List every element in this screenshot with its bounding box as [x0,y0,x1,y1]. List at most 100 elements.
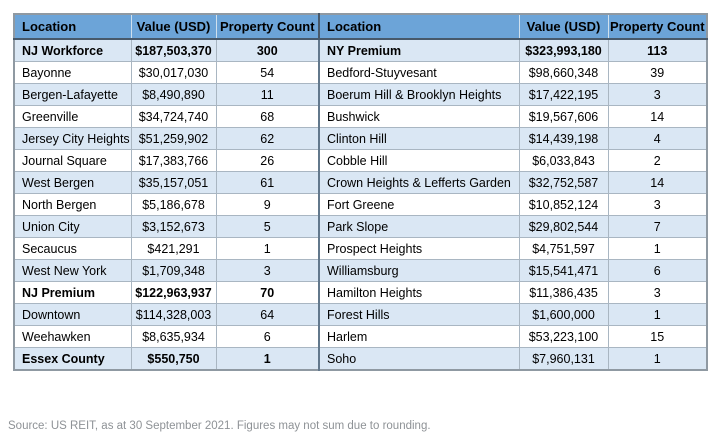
table-row: West Bergen $35,157,051 61 Crown Heights & … [13,171,708,194]
column-header-value-nj: Value (USD) [130,14,217,40]
location-cell: Cobble Hill [318,149,520,172]
table-body: NJ Workforce $187,503,370 300 NY Premium $32… [13,38,708,371]
value-cell: $35,157,051 [130,171,217,194]
value-cell: $550,750 [130,347,217,371]
table-row: NJ Premium $122,963,937 70 Hamilton Heights… [13,281,708,304]
table-row: Essex County $550,750 1 Soho $7,960,131 1 [13,347,708,371]
location-cell: Journal Square [13,149,132,172]
count-cell: 61 [215,171,320,194]
location-cell: NJ Premium [13,281,132,304]
value-cell: $29,802,544 [518,215,609,238]
count-cell: 62 [215,127,320,150]
count-cell: 300 [215,38,320,62]
count-cell: 1 [215,347,320,371]
table-row: Journal Square $17,383,766 26 Cobble Hill $6… [13,149,708,172]
location-cell: Secaucus [13,237,132,260]
location-cell: Essex County [13,347,132,371]
location-cell: Harlem [318,325,520,348]
location-cell: NY Premium [318,38,520,62]
location-cell: West Bergen [13,171,132,194]
value-cell: $323,993,180 [518,38,609,62]
location-cell: Williamsburg [318,259,520,282]
table-row: Downtown $114,328,003 64 Forest Hills $1,600… [13,303,708,326]
value-cell: $17,422,195 [518,83,609,106]
value-cell: $1,600,000 [518,303,609,326]
location-cell: Downtown [13,303,132,326]
value-cell: $6,033,843 [518,149,609,172]
column-header-property-count-ny: Property Count [607,14,708,40]
count-cell: 70 [215,281,320,304]
value-cell: $122,963,937 [130,281,217,304]
value-cell: $187,503,370 [130,38,217,62]
table-row: North Bergen $5,186,678 9 Fort Greene $10,85… [13,193,708,216]
table-row: Secaucus $421,291 1 Prospect Heights $4,751,… [13,237,708,260]
table-row: Jersey City Heights $51,259,902 62 Clinton … [13,127,708,150]
location-cell: Bergen-Lafayette [13,83,132,106]
count-cell: 113 [607,38,708,62]
value-cell: $14,439,198 [518,127,609,150]
count-cell: 14 [607,171,708,194]
value-cell: $7,960,131 [518,347,609,371]
location-cell: West New York [13,259,132,282]
count-cell: 7 [607,215,708,238]
location-cell: Jersey City Heights [13,127,132,150]
value-cell: $30,017,030 [130,61,217,84]
location-cell: Hamilton Heights [318,281,520,304]
location-cell: Bayonne [13,61,132,84]
count-cell: 26 [215,149,320,172]
count-cell: 3 [607,83,708,106]
location-cell: Crown Heights & Lefferts Garden [318,171,520,194]
location-cell: Bedford-Stuyvesant [318,61,520,84]
value-cell: $8,490,890 [130,83,217,106]
location-cell: Prospect Heights [318,237,520,260]
count-cell: 1 [607,237,708,260]
count-cell: 68 [215,105,320,128]
value-cell: $114,328,003 [130,303,217,326]
table-row: Union City $3,152,673 5 Park Slope $29,802,5… [13,215,708,238]
count-cell: 1 [607,347,708,371]
value-cell: $421,291 [130,237,217,260]
count-cell: 64 [215,303,320,326]
value-cell: $4,751,597 [518,237,609,260]
location-cell: Clinton Hill [318,127,520,150]
property-values-table: Location Value (USD) Property Count Loca… [13,13,708,371]
header-row: Location Value (USD) Property Count Loca… [13,14,708,40]
count-cell: 6 [607,259,708,282]
count-cell: 3 [215,259,320,282]
table-row: Weehawken $8,635,934 6 Harlem $53,223,100 15 [13,325,708,348]
count-cell: 14 [607,105,708,128]
value-cell: $17,383,766 [130,149,217,172]
location-cell: NJ Workforce [13,38,132,62]
value-cell: $1,709,348 [130,259,217,282]
value-cell: $19,567,606 [518,105,609,128]
source-note: Source: US REIT, as at 30 September 2021… [8,420,431,432]
column-header-property-count-nj: Property Count [215,14,320,40]
value-cell: $34,724,740 [130,105,217,128]
location-cell: Forest Hills [318,303,520,326]
count-cell: 4 [607,127,708,150]
table-row: Greenville $34,724,740 68 Bushwick $19,567,6… [13,105,708,128]
count-cell: 3 [607,281,708,304]
value-cell: $53,223,100 [518,325,609,348]
location-cell: Union City [13,215,132,238]
column-header-value-ny: Value (USD) [518,14,609,40]
count-cell: 54 [215,61,320,84]
table-row: West New York $1,709,348 3 Williamsburg $15,… [13,259,708,282]
location-cell: Weehawken [13,325,132,348]
count-cell: 15 [607,325,708,348]
value-cell: $8,635,934 [130,325,217,348]
column-header-location-ny: Location [318,14,520,40]
count-cell: 5 [215,215,320,238]
table-row: Bergen-Lafayette $8,490,890 11 Boerum Hill … [13,83,708,106]
value-cell: $3,152,673 [130,215,217,238]
location-cell: Boerum Hill & Brooklyn Heights [318,83,520,106]
location-cell: Fort Greene [318,193,520,216]
value-cell: $51,259,902 [130,127,217,150]
location-cell: Park Slope [318,215,520,238]
location-cell: Greenville [13,105,132,128]
location-cell: Soho [318,347,520,371]
value-cell: $11,386,435 [518,281,609,304]
value-cell: $10,852,124 [518,193,609,216]
table-row: NJ Workforce $187,503,370 300 NY Premium $32… [13,38,708,62]
